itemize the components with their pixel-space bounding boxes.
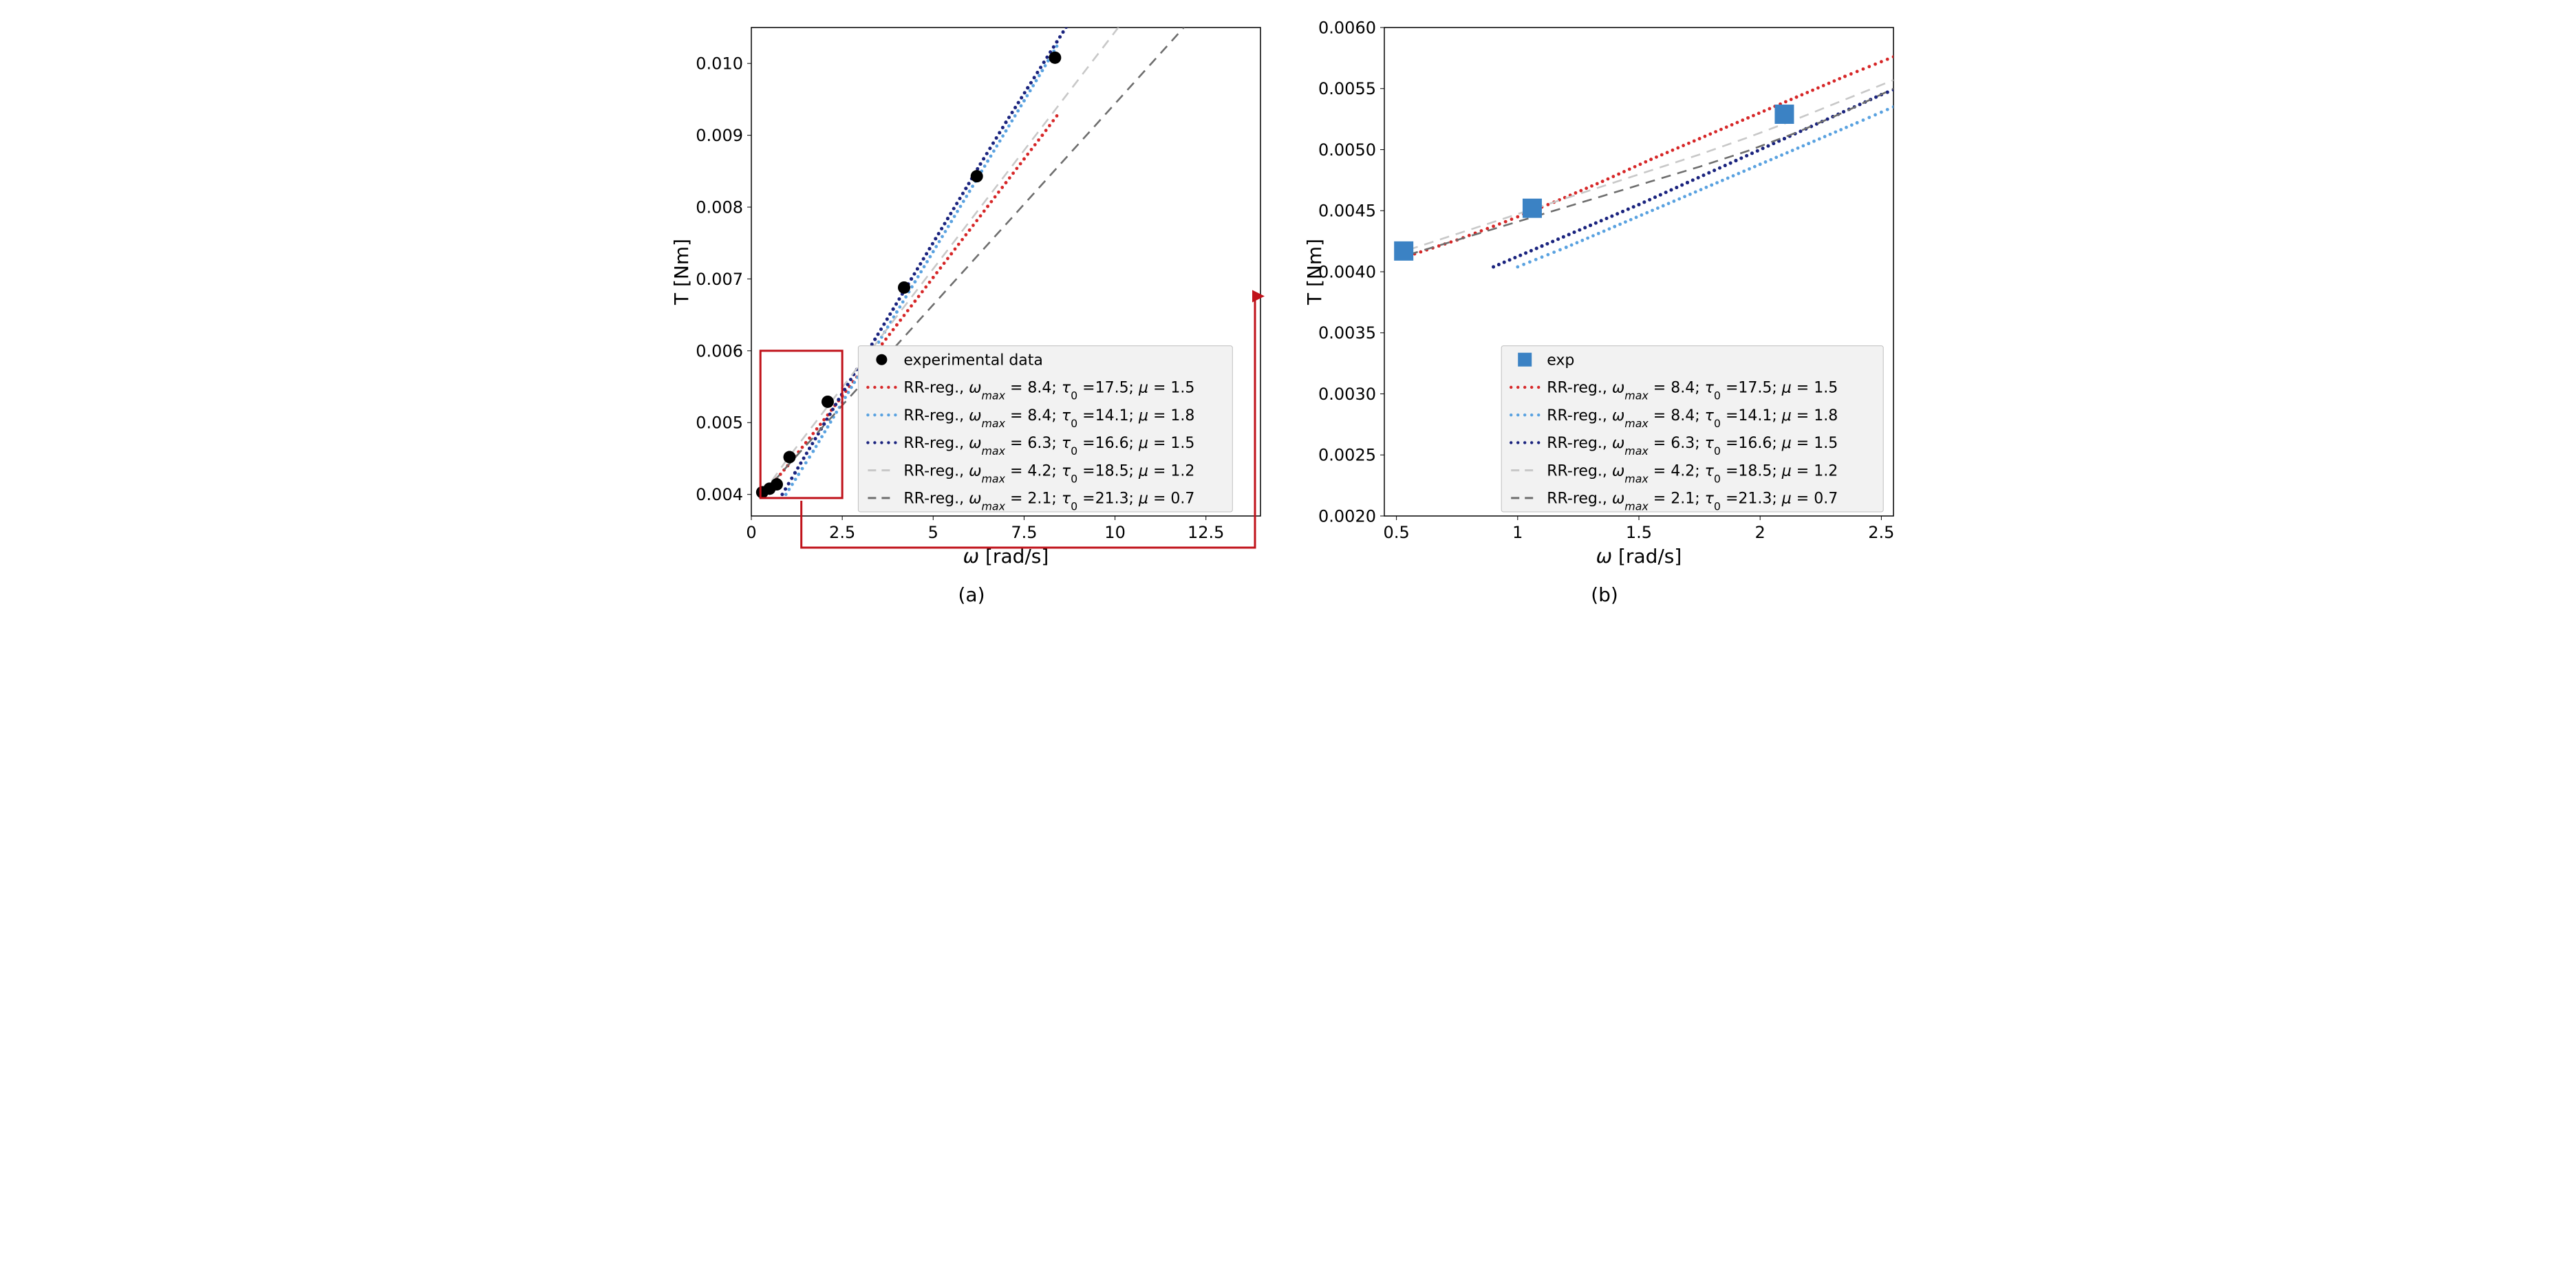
svg-text:0.009: 0.009 bbox=[696, 126, 743, 145]
svg-text:0: 0 bbox=[746, 523, 756, 542]
svg-text:0.0025: 0.0025 bbox=[1318, 446, 1376, 465]
svg-text:0.007: 0.007 bbox=[696, 270, 743, 289]
svg-text:1: 1 bbox=[1512, 523, 1523, 542]
svg-text:12.5: 12.5 bbox=[1188, 523, 1224, 542]
svg-text:5: 5 bbox=[928, 523, 938, 542]
svg-text:2.5: 2.5 bbox=[829, 523, 855, 542]
svg-text:10: 10 bbox=[1104, 523, 1126, 542]
svg-text:0.0060: 0.0060 bbox=[1318, 18, 1376, 37]
svg-text:exp: exp bbox=[1547, 352, 1574, 369]
svg-text:0.0050: 0.0050 bbox=[1318, 140, 1376, 160]
svg-text:ω [rad/s]: ω [rad/s] bbox=[1596, 545, 1682, 568]
svg-text:0.010: 0.010 bbox=[696, 54, 743, 74]
svg-text:2.5: 2.5 bbox=[1868, 523, 1894, 542]
panel-a-label: (a) bbox=[958, 583, 985, 606]
panel-b-label: (b) bbox=[1591, 583, 1618, 606]
svg-text:0.004: 0.004 bbox=[696, 485, 743, 504]
svg-text:0.0045: 0.0045 bbox=[1318, 202, 1376, 221]
svg-text:0.008: 0.008 bbox=[696, 197, 743, 217]
svg-text:2: 2 bbox=[1755, 523, 1765, 542]
svg-text:0.006: 0.006 bbox=[696, 341, 743, 360]
svg-text:0.005: 0.005 bbox=[696, 413, 743, 433]
figure-container: 02.557.51012.50.0040.0050.0060.0070.0080… bbox=[0, 0, 2576, 620]
svg-text:experimental data: experimental data bbox=[903, 352, 1043, 369]
svg-text:0.0020: 0.0020 bbox=[1318, 506, 1376, 526]
chart-a: 0 2.5 5 7.5 10 12.5 0.004 0.005 0.006 0.007 0.008 0… bbox=[669, 14, 1274, 578]
svg-text:7.5: 7.5 bbox=[1011, 523, 1037, 542]
svg-text:0.0035: 0.0035 bbox=[1318, 323, 1376, 343]
svg-text:0.0030: 0.0030 bbox=[1318, 385, 1376, 404]
panel-b: 0.5 1 1.5 2 2.5 0.0020 0.0025 0.0030 0.0035 0.004… bbox=[1302, 14, 1907, 606]
panel-a: 0 2.5 5 7.5 10 12.5 0.004 0.005 0.006 0.007 0.008 0… bbox=[669, 14, 1274, 606]
svg-text:0.0055: 0.0055 bbox=[1318, 79, 1376, 98]
svg-text:T [Nm]: T [Nm] bbox=[670, 239, 693, 305]
chart-b: 0.5 1 1.5 2 2.5 0.0020 0.0025 0.0030 0.0035 0.004… bbox=[1302, 14, 1907, 578]
svg-text:0.5: 0.5 bbox=[1384, 523, 1410, 542]
svg-text:1.5: 1.5 bbox=[1626, 523, 1652, 542]
svg-text:T [Nm]: T [Nm] bbox=[1303, 239, 1326, 305]
svg-text:0.0040: 0.0040 bbox=[1318, 262, 1376, 281]
